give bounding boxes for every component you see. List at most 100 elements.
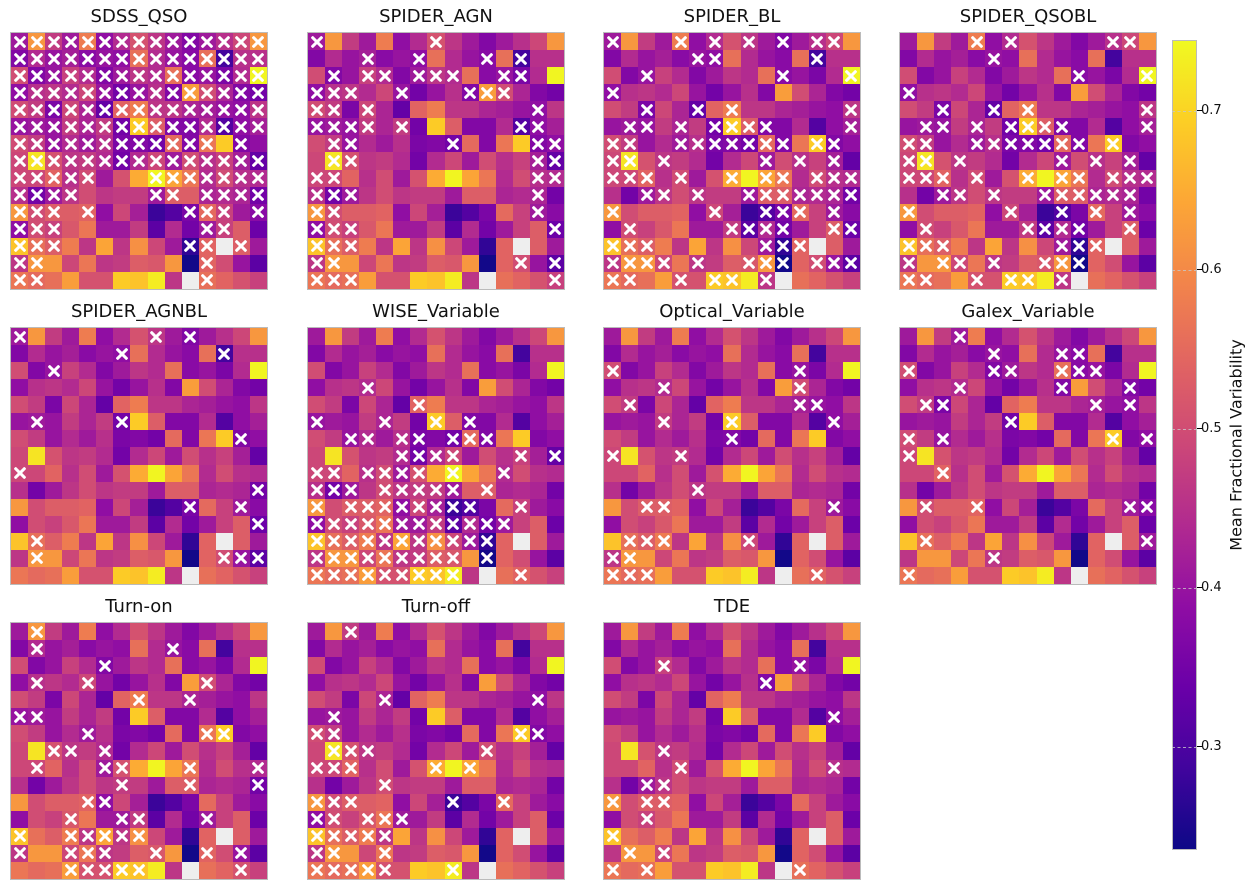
heatmap-cell [621, 481, 639, 499]
heatmap-cell [376, 152, 394, 170]
heatmap-cell-marked [985, 135, 1003, 153]
heatmap-cell [495, 810, 513, 828]
heatmap-cell [655, 674, 673, 692]
heatmap-cell-marked [689, 186, 707, 204]
heatmap-cell-marked [672, 135, 690, 153]
heatmap-cell-marked [427, 481, 445, 499]
heatmap-cell [757, 464, 775, 482]
heatmap-cell [604, 708, 622, 726]
heatmap-cell [1036, 549, 1054, 567]
heatmap-cell-marked [427, 67, 445, 85]
heatmap-cell [1087, 135, 1105, 153]
heatmap-cell [655, 271, 673, 289]
heatmap-cell [621, 362, 639, 380]
heatmap-cell [774, 640, 792, 658]
heatmap-cell [808, 328, 826, 346]
heatmap-cell-marked [774, 254, 792, 272]
heatmap-cell-marked [28, 237, 46, 255]
heatmap-cell [512, 532, 530, 550]
heatmap-cell [723, 861, 741, 879]
heatmap-cell [985, 464, 1003, 482]
heatmap-cell [825, 549, 843, 567]
heatmap-cell [985, 532, 1003, 550]
heatmap-cell [79, 657, 97, 675]
heatmap-cell [672, 152, 690, 170]
heatmap-cell [934, 549, 952, 567]
heatmap-cell [512, 759, 530, 777]
heatmap-cell-marked [130, 33, 148, 51]
heatmap-cell-marked [461, 759, 479, 777]
heatmap-cell-marked [79, 827, 97, 845]
heatmap-cell [198, 691, 216, 709]
heatmap-cell [1036, 481, 1054, 499]
heatmap-cell [655, 345, 673, 363]
heatmap-cell [546, 708, 564, 726]
heatmap-cell [672, 827, 690, 845]
heatmap-cell-marked [45, 152, 63, 170]
heatmap-cell [181, 549, 199, 567]
heatmap-cell-marked [164, 118, 182, 136]
heatmap-cell [638, 657, 656, 675]
heatmap-cell [825, 237, 843, 255]
heatmap-cell [181, 362, 199, 380]
heatmap-cell [342, 345, 360, 363]
heatmap-cell-marked [96, 861, 114, 879]
heatmap-cell [96, 640, 114, 658]
heatmap-cell [672, 345, 690, 363]
heatmap-cell [62, 413, 80, 431]
heatmap-cell-marked [308, 827, 326, 845]
heatmap-cell [512, 549, 530, 567]
heatmap-cell [308, 623, 326, 641]
heatmap-cell-marked [1121, 379, 1139, 397]
heatmap-cell [900, 67, 918, 85]
heatmap-cell [791, 464, 809, 482]
heatmap-cell [842, 844, 860, 862]
heatmap-cell-marked [546, 254, 564, 272]
heatmap-cell [740, 101, 758, 119]
heatmap-cell [917, 101, 935, 119]
heatmap-cell [621, 515, 639, 533]
heatmap-cell [410, 135, 428, 153]
heatmap-cell-marked [723, 135, 741, 153]
heatmap-cell [689, 515, 707, 533]
heatmap-cell [232, 464, 250, 482]
heatmap-cell [45, 271, 63, 289]
heatmap-cell [113, 169, 131, 187]
heatmap-cell [1036, 532, 1054, 550]
heatmap-cell-marked [638, 532, 656, 550]
heatmap-cell-marked [985, 101, 1003, 119]
heatmap-cell [495, 379, 513, 397]
heatmap-cell [655, 220, 673, 238]
heatmap-cell [1138, 254, 1156, 272]
heatmap-cell [393, 33, 411, 51]
heatmap-cell-marked [181, 67, 199, 85]
heatmap-cell [62, 725, 80, 743]
heatmap-cell [842, 861, 860, 879]
heatmap-cell [359, 708, 377, 726]
heatmap-cell [1121, 271, 1139, 289]
heatmap-cell [706, 220, 724, 238]
heatmap-cell [672, 549, 690, 567]
heatmap-cell [917, 515, 935, 533]
heatmap-cell [740, 657, 758, 675]
heatmap-cell [461, 549, 479, 567]
heatmap-cell [1070, 498, 1088, 516]
heatmap-cell [529, 827, 547, 845]
heatmap-cell [706, 549, 724, 567]
heatmap-cell-marked [825, 152, 843, 170]
heatmap-cell-marked [325, 203, 343, 221]
heatmap-cell [774, 345, 792, 363]
heatmap-cell [808, 67, 826, 85]
heatmap-cell-marked [198, 237, 216, 255]
heatmap-cell [376, 708, 394, 726]
heatmap-cell [672, 810, 690, 828]
heatmap-cell [1070, 532, 1088, 550]
heatmap-cell-marked [900, 237, 918, 255]
heatmap-cell [808, 152, 826, 170]
heatmap-cell [672, 498, 690, 516]
heatmap-cell [774, 566, 792, 584]
heatmap-cell-marked [198, 50, 216, 68]
heatmap-cell [325, 328, 343, 346]
heatmap-cell [393, 101, 411, 119]
heatmap-cell [672, 708, 690, 726]
